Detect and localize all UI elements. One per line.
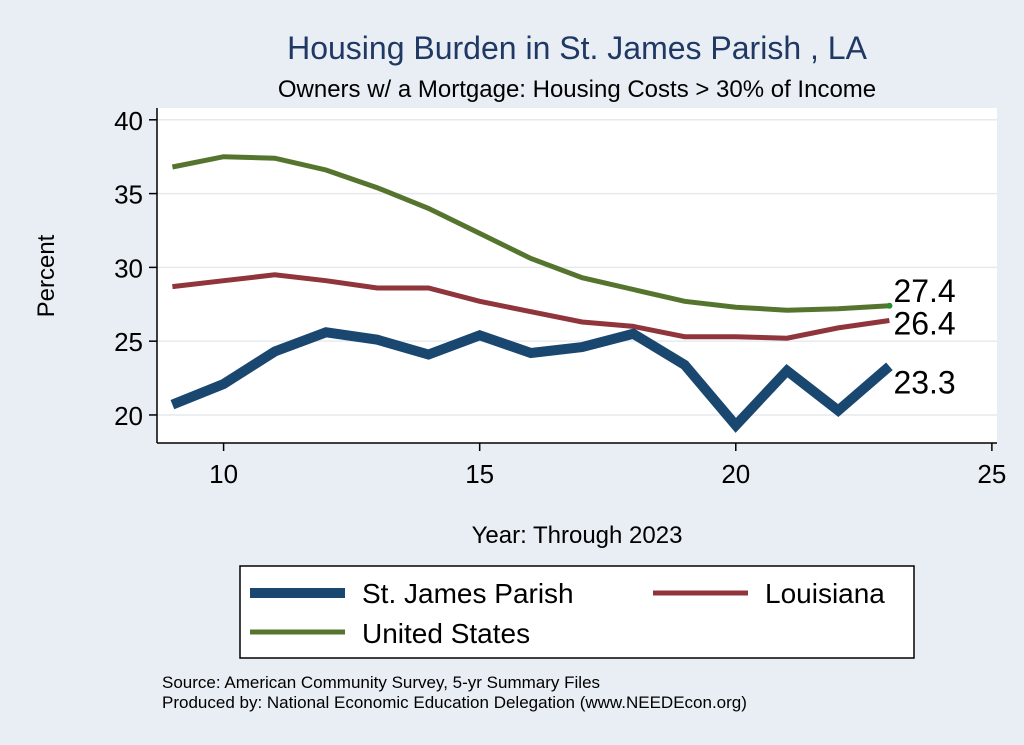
chart-subtitle: Owners w/ a Mortgage: Housing Costs > 30… [278, 76, 876, 103]
end-label-st-james-parish: 23.3 [893, 364, 955, 400]
x-tick-label: 25 [977, 459, 1006, 489]
x-axis-label: Year: Through 2023 [472, 522, 683, 549]
source-note: Source: American Community Survey, 5-yr … [162, 673, 600, 692]
x-tick-label: 20 [721, 459, 750, 489]
legend-label-st-james-parish: St. James Parish [362, 578, 574, 609]
produced-by-note: Produced by: National Economic Education… [162, 693, 747, 712]
series-line-united-states [171, 154, 890, 313]
axes: 20 25 30 35 40 10 15 20 25 [114, 106, 1006, 489]
end-label-united-states: 27.4 [893, 273, 955, 309]
x-tick-label: 10 [209, 459, 238, 489]
series-line-st-james-parish [170, 327, 893, 433]
legend-label-louisiana: Louisiana [765, 578, 885, 609]
y-tick-label: 40 [114, 106, 143, 136]
y-tick-label: 30 [114, 253, 143, 283]
legend: St. James Parish Louisiana United States [239, 565, 915, 659]
y-tick-label: 25 [114, 327, 143, 357]
series-line-louisiana [172, 272, 890, 341]
y-axis-label: Percent [33, 234, 60, 317]
end-labels: 23.3 26.427.4 [893, 273, 955, 401]
end-label-louisiana: 26.4 [893, 306, 955, 342]
y-tick-label: 35 [114, 180, 143, 210]
legend-label-united-states: United States [362, 618, 530, 649]
series-layer [170, 154, 893, 433]
chart-title: Housing Burden in St. James Parish , LA [287, 30, 868, 66]
end-marker-united-states [886, 302, 893, 309]
x-tick-label: 15 [465, 459, 494, 489]
y-tick-label: 20 [114, 401, 143, 431]
legend-box [239, 565, 915, 659]
